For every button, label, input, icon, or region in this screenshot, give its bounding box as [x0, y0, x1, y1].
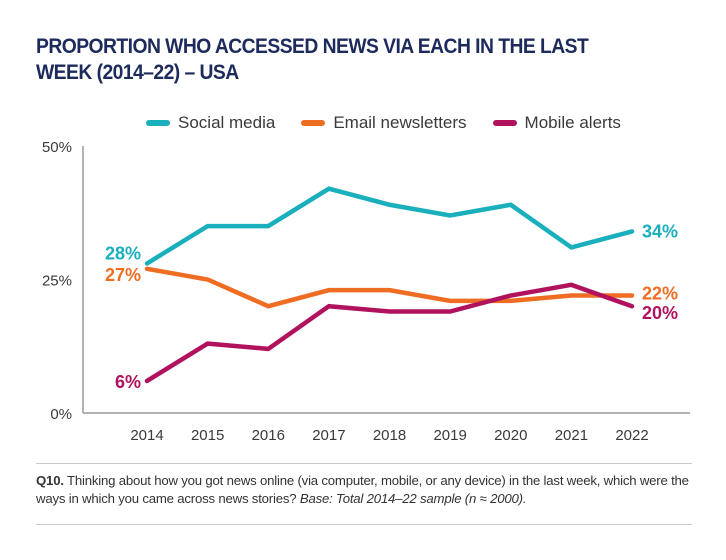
legend-swatch-mobile-alerts: [492, 120, 517, 126]
footnote-base: Base: Total 2014–22 sample (n ≈ 2000).: [299, 491, 527, 506]
data-label-mobile-alerts-2022: 20%: [642, 303, 678, 323]
series-line-email-newsletters: [144, 266, 635, 309]
legend-item-mobile-alerts: Mobile alerts: [492, 113, 621, 133]
footnote-question-label: Q10.: [36, 473, 64, 488]
legend-swatch-email-newsletters: [301, 120, 326, 126]
y-tick-label: 0%: [50, 406, 72, 423]
series-line-mobile-alerts: [144, 282, 635, 384]
series-line-social-media: [144, 186, 635, 266]
y-tick-label: 25%: [42, 273, 72, 290]
legend-label-mobile-alerts: Mobile alerts: [524, 113, 621, 132]
data-label-social-media-2014: 28%: [105, 243, 141, 263]
x-tick-label: 2019: [433, 427, 466, 444]
footnote-question-text: Thinking about how you got news online (…: [36, 473, 689, 506]
footnote: Q10. Thinking about how you got news onl…: [36, 472, 696, 508]
data-label-mobile-alerts-2014: 6%: [115, 372, 141, 392]
legend-swatch-social-media: [146, 120, 170, 126]
footnote-top-rule: [36, 463, 692, 464]
footnote-bottom-rule: [36, 524, 692, 525]
legend-label-social-media: Social media: [178, 113, 276, 132]
x-tick-label: 2020: [494, 427, 527, 444]
data-label-email-newsletters-2022: 22%: [642, 284, 678, 304]
chart-plot: 0% 25% 50% 2014 2015 2016 2017 2018 2019 2020 2021…: [42, 139, 690, 444]
legend-label-email-newsletters: Email newsletters: [333, 113, 467, 132]
legend-item-email-newsletters: Email newsletters: [301, 113, 467, 133]
x-tick-label: 2016: [252, 427, 285, 444]
x-tick-label: 2014: [130, 427, 163, 444]
legend: Social media Email newsletters Mobile al…: [146, 113, 621, 133]
data-label-social-media-2022: 34%: [642, 221, 678, 241]
x-tick-label: 2018: [373, 427, 406, 444]
x-tick-label: 2017: [312, 427, 345, 444]
y-tick-label: 50%: [42, 139, 72, 156]
legend-item-social-media: Social media: [146, 113, 275, 133]
x-tick-label: 2015: [191, 427, 224, 444]
data-label-email-newsletters-2014: 27%: [105, 265, 141, 285]
x-tick-label: 2022: [615, 427, 648, 444]
x-tick-label: 2021: [555, 427, 588, 444]
chart-title: PROPORTION WHO ACCESSED NEWS VIA EACH IN…: [36, 35, 589, 84]
